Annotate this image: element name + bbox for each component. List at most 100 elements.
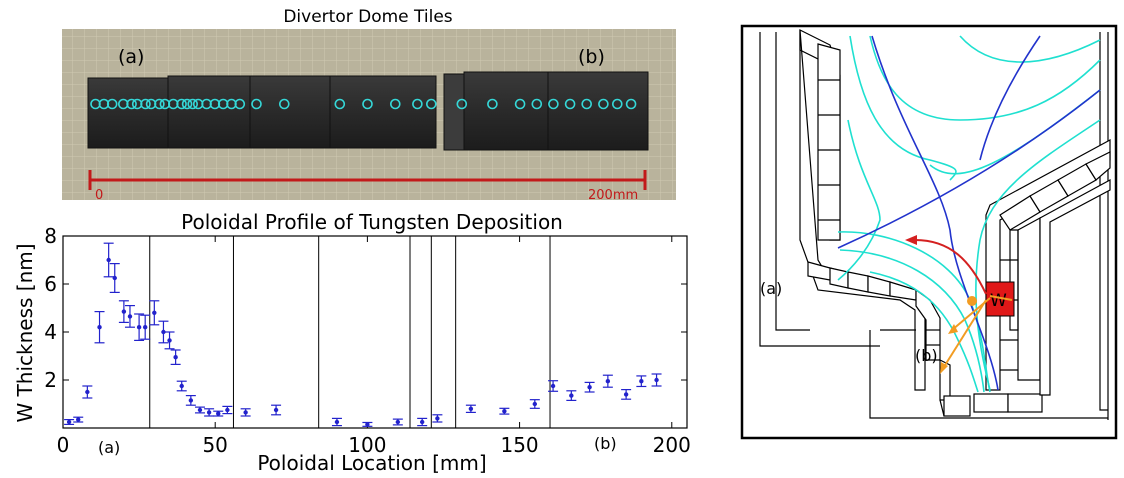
- sample-marker: [126, 98, 137, 110]
- sample-marker: [611, 98, 623, 110]
- sample-marker: [140, 98, 151, 110]
- x-axis-label: Poloidal Location [mm]: [257, 451, 486, 475]
- data-point: [331, 417, 342, 427]
- y-tick-label: 4: [44, 320, 57, 344]
- tile-boundaries: [149, 236, 551, 428]
- divertor-tiles-left: [807, 261, 1043, 417]
- diagram-frame: [740, 24, 1118, 440]
- w-label: W: [990, 291, 1007, 311]
- data-point: [109, 263, 120, 293]
- tile: [547, 71, 649, 151]
- chart-panel: Poloidal Profile of Tungsten Deposition …: [13, 210, 691, 475]
- sample-marker: [625, 98, 637, 110]
- data-point: [64, 419, 75, 425]
- data-point: [529, 399, 540, 409]
- sample-marker: [234, 98, 246, 110]
- data-point: [636, 375, 647, 388]
- y-tick-label: 6: [44, 272, 57, 296]
- sample-marker: [581, 98, 593, 110]
- data-point: [103, 242, 114, 278]
- data-points: [64, 242, 662, 427]
- red-arrow: [905, 235, 987, 295]
- sample-marker: [154, 98, 165, 110]
- sample-marker: [514, 98, 526, 110]
- data-point: [651, 373, 662, 387]
- sample-marker: [548, 98, 559, 110]
- data-point: [499, 407, 510, 415]
- y-ticks: 2 4 6 8: [44, 224, 687, 392]
- tile: [167, 75, 251, 149]
- tile: [329, 75, 437, 149]
- sample-marker: [334, 98, 346, 110]
- data-point: [362, 421, 373, 427]
- x-tick-label: 100: [348, 433, 386, 457]
- separatrix: [837, 35, 1101, 391]
- data-point: [194, 406, 205, 414]
- data-point: [465, 404, 476, 413]
- scale-start-label: 0: [95, 188, 103, 203]
- data-point: [204, 408, 215, 417]
- data-point: [94, 311, 105, 344]
- tile: [443, 73, 465, 151]
- sample-marker: [456, 98, 468, 110]
- data-point: [176, 380, 187, 392]
- sample-marker: [531, 98, 543, 110]
- data-point: [240, 408, 251, 417]
- tile-row-b: [443, 71, 649, 151]
- data-point: [213, 410, 224, 417]
- data-point: [602, 374, 613, 388]
- chart-region-label-b: (b): [594, 434, 617, 453]
- tile: [463, 71, 549, 151]
- sample-marker: [251, 98, 262, 110]
- sample-marker: [278, 98, 290, 110]
- y-axis-label: W Thickness [nm]: [13, 243, 37, 422]
- photo-title: Divertor Dome Tiles: [283, 7, 452, 27]
- data-point: [417, 417, 428, 427]
- plot-frame: [62, 235, 688, 429]
- data-point: [134, 313, 145, 341]
- scale-end-label: 200mm: [588, 188, 638, 203]
- diagram-panel: W: [740, 24, 1118, 440]
- diagram-label-a: (a): [760, 279, 782, 298]
- sample-marker: [598, 98, 609, 110]
- data-point: [140, 314, 151, 340]
- photo-panel: Divertor Dome Tiles (a) (b) 0 200mm: [62, 7, 676, 203]
- x-ticks: 0 50 100 150 200: [57, 236, 691, 457]
- sample-marker: [181, 98, 193, 110]
- x-tick-label: 0: [57, 433, 70, 457]
- sample-marker: [425, 98, 437, 110]
- x-tick-label: 200: [653, 433, 691, 457]
- data-point: [164, 331, 175, 350]
- chart-title: Poloidal Profile of Tungsten Deposition: [181, 210, 563, 234]
- sample-marker: [176, 98, 187, 110]
- data-point: [621, 389, 632, 400]
- tile-row-a: [87, 75, 437, 149]
- data-point: [118, 300, 129, 323]
- divertor-tiles-right: [985, 138, 1111, 396]
- sample-marker: [187, 98, 198, 110]
- y-tick-label: 2: [44, 368, 57, 392]
- data-point: [584, 381, 595, 393]
- data-point: [170, 349, 181, 365]
- data-point: [73, 416, 84, 423]
- photo-label-b: (b): [578, 46, 605, 68]
- x-tick-label: 150: [500, 433, 538, 457]
- data-point: [149, 300, 160, 326]
- data-point: [548, 380, 559, 392]
- sample-marker: [362, 98, 373, 110]
- tile: [87, 77, 169, 149]
- data-point: [432, 414, 443, 423]
- data-point: [392, 418, 403, 426]
- data-point: [566, 390, 577, 401]
- sample-markers: [90, 98, 637, 110]
- data-point: [271, 404, 282, 416]
- data-point: [158, 320, 169, 344]
- data-point: [185, 395, 196, 406]
- photo-label-a: (a): [118, 46, 144, 68]
- diagram-label-b: (b): [915, 346, 938, 365]
- x-tick-label: 50: [202, 433, 227, 457]
- data-point: [124, 305, 135, 328]
- tile: [249, 75, 331, 149]
- sample-marker: [106, 98, 118, 110]
